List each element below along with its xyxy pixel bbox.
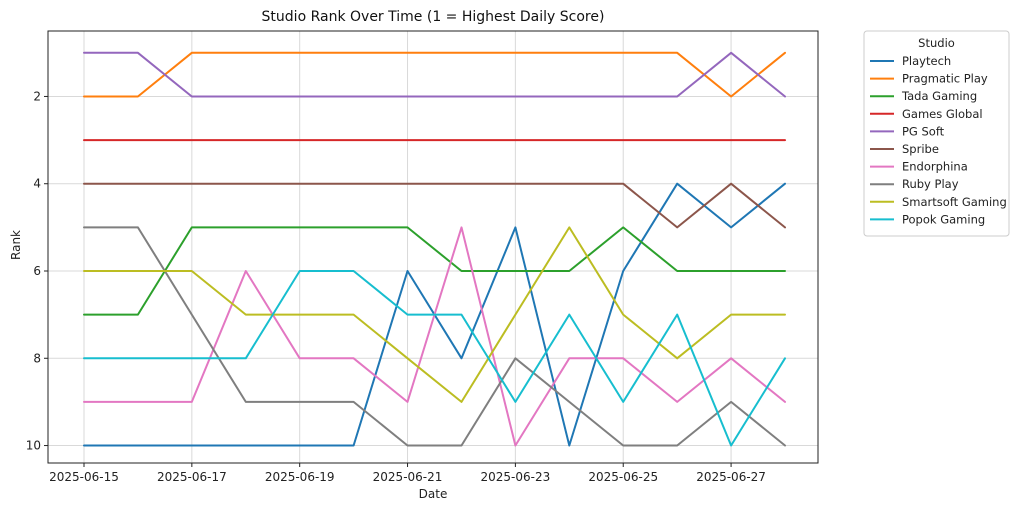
legend-label: Endorphina <box>902 160 968 174</box>
y-tick-label: 4 <box>33 177 41 191</box>
y-tick-label: 2 <box>33 89 41 103</box>
x-tick-label: 2025-06-23 <box>481 470 551 484</box>
legend-title: Studio <box>918 36 955 50</box>
legend-label: Popok Gaming <box>902 212 985 226</box>
series-line-spribe <box>83 182 786 229</box>
x-tick-label: 2025-06-19 <box>265 470 335 484</box>
series-line-ruby-play <box>83 226 786 447</box>
series-line-tada-gaming <box>83 226 786 316</box>
legend-label: Games Global <box>902 107 983 121</box>
series-lines <box>83 51 786 447</box>
x-tick-label: 2025-06-15 <box>49 470 119 484</box>
series-line-smartsoft-gaming <box>83 226 786 403</box>
x-tick-label: 2025-06-21 <box>373 470 443 484</box>
legend-item: Popok Gaming <box>870 212 985 226</box>
x-tick-label: 2025-06-17 <box>157 470 227 484</box>
y-axis-label: Rank <box>9 230 23 260</box>
y-tick-label: 6 <box>33 264 41 278</box>
series-line-pragmatic-play <box>83 51 786 98</box>
legend-label: Pragmatic Play <box>902 72 988 86</box>
y-tick-label: 10 <box>26 439 41 453</box>
legend-item: Tada Gaming <box>870 89 977 103</box>
legend-label: Smartsoft Gaming <box>902 195 1007 209</box>
legend: Studio Playtech Pragmatic Play Tada Gaming… <box>863 30 1010 237</box>
axes: 2025-06-15 2025-06-17 2025-06-19 2025-06-21… <box>26 89 766 484</box>
legend-box <box>863 30 1010 237</box>
legend-item: Smartsoft Gaming <box>870 195 1007 209</box>
legend-label: PG Soft <box>902 124 945 138</box>
x-tick-label: 2025-06-25 <box>588 470 658 484</box>
legend-item: Playtech <box>870 54 951 68</box>
legend-item: Pragmatic Play <box>870 72 988 86</box>
plot-frame <box>47 30 819 464</box>
legend-label: Tada Gaming <box>901 89 977 103</box>
legend-item: Spribe <box>870 142 939 156</box>
y-tick-label: 8 <box>33 351 41 365</box>
x-tick-label: 2025-06-27 <box>696 470 766 484</box>
legend-item: Games Global <box>870 107 983 121</box>
legend-label: Spribe <box>902 142 939 156</box>
series-line-pg-soft <box>83 51 786 98</box>
legend-item: PG Soft <box>870 124 945 138</box>
legend-label: Playtech <box>902 54 951 68</box>
legend-items: Playtech Pragmatic Play Tada Gaming Games G… <box>870 54 1007 226</box>
series-line-popok-gaming <box>83 270 786 447</box>
chart-title: Studio Rank Over Time (1 = Highest Daily… <box>262 9 605 25</box>
x-axis-label: Date <box>419 487 448 501</box>
legend-item: Ruby Play <box>870 177 959 191</box>
legend-item: Endorphina <box>870 160 968 174</box>
legend-label: Ruby Play <box>902 177 959 191</box>
